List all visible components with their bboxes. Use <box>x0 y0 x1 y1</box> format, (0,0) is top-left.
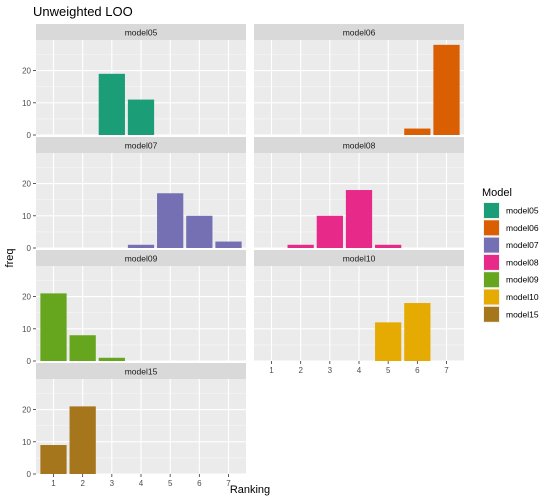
y-tick-label: 0 <box>27 244 32 253</box>
facet-strip <box>254 137 464 153</box>
legend-title: Model <box>482 187 512 199</box>
x-tick-label: 4 <box>357 366 362 375</box>
bar-model05-rank-3 <box>98 73 125 135</box>
facet-strip-label: model07 <box>125 141 158 151</box>
facet-strip-label: model15 <box>125 367 158 377</box>
legend-label-model05: model05 <box>506 206 539 216</box>
legend-swatch-model09 <box>484 272 499 288</box>
legend-label-model10: model10 <box>506 292 539 302</box>
facet-strip <box>254 24 464 40</box>
facet-panel-model05: model05 0 10 20 <box>22 24 246 140</box>
x-tick-label: 5 <box>168 479 173 488</box>
bar-model09-rank-1 <box>40 293 67 361</box>
y-tick-label: 10 <box>22 325 31 334</box>
legend-label-model08: model08 <box>506 257 539 267</box>
bar-model10-rank-5 <box>375 322 402 361</box>
facet-panel-model09: model09 0 10 20 <box>22 250 246 366</box>
bar-model08-rank-3 <box>316 215 343 248</box>
legend-swatch-model15 <box>484 306 499 322</box>
bar-model08-rank-5 <box>375 244 402 248</box>
facet-strip <box>254 250 464 266</box>
bar-model06-rank-7 <box>433 44 460 136</box>
facet-strip-label: model10 <box>343 254 376 264</box>
y-tick-label: 0 <box>27 470 32 479</box>
y-tick-label: 20 <box>22 180 31 189</box>
facet-strip <box>36 250 246 266</box>
facet-panel-model10: model10 1 2 3 4 5 6 7 <box>254 250 464 375</box>
bar-model07-rank-4 <box>127 244 155 248</box>
facet-strip <box>36 24 246 40</box>
legend-label-model06: model06 <box>506 223 539 233</box>
y-tick-label: 0 <box>27 131 32 140</box>
facet-panel-model07: model07 0 10 20 <box>22 137 246 253</box>
bar-model07-rank-6 <box>186 215 213 248</box>
bar-model09-rank-3 <box>98 357 125 361</box>
legend-swatch-model08 <box>484 254 499 270</box>
x-tick-label: 7 <box>226 479 231 488</box>
legend-swatch-model06 <box>484 220 499 236</box>
legend: Model model05 model06 model07 model08 model0… <box>482 187 539 323</box>
x-tick-label: 7 <box>444 366 449 375</box>
legend-swatch-model10 <box>484 289 499 305</box>
bar-model05-rank-4 <box>127 99 155 135</box>
facet-strip-label: model08 <box>343 141 376 151</box>
y-tick-label: 0 <box>27 357 32 366</box>
x-tick-label: 1 <box>51 479 56 488</box>
x-tick-label: 3 <box>110 479 115 488</box>
facet-strip-label: model06 <box>343 28 376 38</box>
y-tick-label: 10 <box>22 438 31 447</box>
bar-model09-rank-2 <box>69 335 96 361</box>
x-tick-label: 5 <box>386 366 391 375</box>
y-tick-label: 10 <box>22 212 31 221</box>
facet-strip <box>36 137 246 153</box>
y-tick-label: 10 <box>22 99 31 108</box>
bar-model07-rank-7 <box>215 241 242 248</box>
facet-strip-label: model09 <box>125 254 158 264</box>
bar-model08-rank-4 <box>345 190 373 248</box>
y-tick-label: 20 <box>22 293 31 302</box>
x-tick-label: 1 <box>269 366 274 375</box>
facet-panel-model06: model06 <box>254 24 464 136</box>
legend-label-model07: model07 <box>506 240 539 250</box>
bar-model10-rank-6 <box>404 303 431 361</box>
x-tick-label: 2 <box>298 366 303 375</box>
legend-swatch-model05 <box>484 203 499 218</box>
x-tick-label: 6 <box>197 479 202 488</box>
legend-label-model15: model15 <box>506 309 539 319</box>
y-axis-title: freq <box>4 249 16 268</box>
legend-label-model09: model09 <box>506 275 539 285</box>
y-tick-label: 20 <box>22 406 31 415</box>
legend-swatch-model07 <box>484 237 499 253</box>
facet-panel-model15: model15 0 10 20 1 2 3 4 5 6 7 <box>22 363 246 488</box>
x-tick-label: 4 <box>139 479 144 488</box>
bar-model07-rank-5 <box>157 193 184 248</box>
facet-strip <box>36 363 246 379</box>
x-tick-label: 3 <box>328 366 333 375</box>
y-tick-label: 20 <box>22 67 31 76</box>
x-tick-label: 6 <box>415 366 420 375</box>
bar-model15-rank-2 <box>69 406 96 474</box>
bar-model15-rank-1 <box>40 445 67 474</box>
facet-panel-model08: model08 <box>254 137 464 249</box>
chart-title: Unweighted LOO <box>33 4 133 19</box>
bar-model06-rank-6 <box>404 128 431 135</box>
x-axis-title: Ranking <box>230 484 270 496</box>
bar-model08-rank-2 <box>287 244 314 248</box>
x-tick-label: 2 <box>80 479 85 488</box>
facet-strip-label: model05 <box>125 28 158 38</box>
